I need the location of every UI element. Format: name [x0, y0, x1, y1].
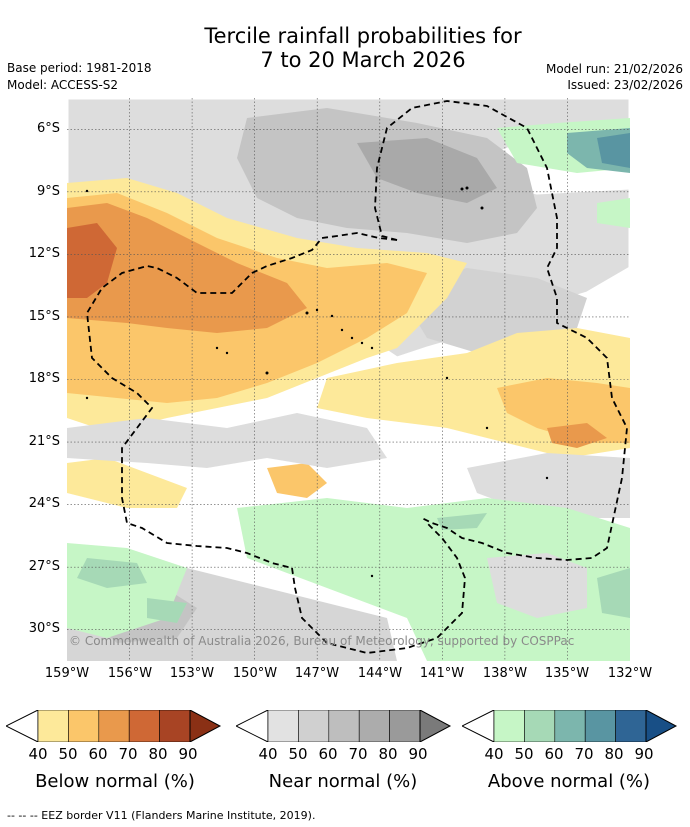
below-normal-70-region	[67, 223, 117, 298]
colorbar-above-arrow-end	[645, 710, 678, 742]
below-normal-60-region	[67, 203, 307, 333]
x-tick-label: 147°W	[294, 666, 340, 681]
y-tick-label: 12°S	[28, 246, 60, 261]
y-tick-label: 6°S	[36, 121, 60, 136]
colorbar-tick: 40	[484, 745, 504, 763]
above-normal-50-region-b	[147, 598, 187, 623]
x-tick-label: 141°W	[419, 666, 465, 681]
colorbar-below-normal	[6, 710, 222, 742]
colorbar-tick: 90	[408, 745, 428, 763]
colorbar-swatch	[328, 710, 360, 742]
colorbar-swatch	[98, 710, 130, 742]
x-tick-label: 132°W	[607, 666, 653, 681]
eez-border-south	[291, 522, 466, 654]
colorbar-near-swatches	[267, 710, 421, 742]
colorbar-swatch	[358, 710, 390, 742]
colorbar-tick: 90	[634, 745, 654, 763]
colorbar-swatch	[128, 710, 160, 742]
colorbar-tick: 90	[178, 745, 198, 763]
colorbar-above-label: Above normal (%)	[487, 771, 651, 792]
colorbar-below-swatches	[37, 710, 191, 742]
colorbar-swatch	[37, 710, 69, 742]
above-normal-region-south	[237, 498, 630, 661]
copyright-notice: © Commonwealth of Australia 2026, Bureau…	[69, 634, 575, 648]
map-grid	[67, 98, 630, 661]
colorbar-swatch	[267, 710, 299, 742]
below-normal-region-south-mid	[267, 463, 327, 498]
x-tick-label: 150°W	[232, 666, 278, 681]
above-normal-50-region-d	[597, 568, 630, 618]
colorbar-above-normal	[462, 710, 678, 742]
colorbar-below-label: Below normal (%)	[35, 771, 195, 792]
x-tick-label: 144°W	[357, 666, 403, 681]
colorbar-tick: 60	[88, 745, 108, 763]
near-normal-region-darkest	[357, 138, 497, 203]
colorbar-swatch	[159, 710, 191, 742]
eez-border-french-polynesia	[374, 100, 628, 561]
x-tick-label: 159°W	[44, 666, 90, 681]
below-normal-region-south-west	[67, 458, 187, 508]
below-normal-60-region-b	[547, 423, 607, 448]
colorbar-above-swatches	[493, 710, 647, 742]
y-tick-label: 15°S	[28, 309, 60, 324]
x-tick-label: 138°W	[482, 666, 528, 681]
colorbar-swatch	[389, 710, 421, 742]
colorbar-below-arrow-end	[189, 710, 222, 742]
x-tick-label: 153°W	[169, 666, 215, 681]
above-normal-50-region	[77, 558, 147, 588]
above-normal-70-region	[597, 133, 630, 168]
colorbar-near-label: Near normal (%)	[268, 771, 418, 792]
model-name: Model: ACCESS-S2	[7, 78, 119, 92]
near-normal-region-south-east-2	[487, 553, 587, 618]
y-tick-label: 30°S	[28, 621, 60, 636]
colorbar-swatch	[524, 710, 556, 742]
above-normal-50-region-c	[437, 513, 487, 530]
colorbar-swatch	[298, 710, 330, 742]
colorbar-tick: 50	[514, 745, 534, 763]
colorbar-tick: 60	[544, 745, 564, 763]
rainfall-probability-map	[67, 98, 630, 661]
colorbar-tick: 60	[318, 745, 338, 763]
near-normal-region-south	[67, 413, 387, 468]
y-tick-label: 27°S	[28, 559, 60, 574]
y-tick-label: 9°S	[36, 184, 60, 199]
eez-border-north	[86, 232, 398, 569]
island-markers	[85, 186, 549, 578]
colorbar-tick: 50	[58, 745, 78, 763]
eez-legend-note: -- -- -- EEZ border V11 (Flanders Marine…	[7, 809, 316, 822]
colorbar-near-normal	[236, 710, 452, 742]
colorbar-swatch	[584, 710, 616, 742]
colorbar-swatch	[615, 710, 647, 742]
y-tick-label: 18°S	[28, 371, 60, 386]
model-run: Model run: 21/02/2026	[545, 62, 683, 76]
colorbar-tick: 80	[604, 745, 624, 763]
colorbar-tick: 80	[378, 745, 398, 763]
colorbar-swatch	[68, 710, 100, 742]
y-tick-label: 24°S	[28, 496, 60, 511]
colorbar-swatch	[554, 710, 586, 742]
issued-date: Issued: 23/02/2026	[567, 78, 683, 92]
colorbar-tick: 40	[258, 745, 278, 763]
colorbar-tick: 40	[28, 745, 48, 763]
above-normal-region-east	[597, 198, 630, 228]
colorbar-near-arrow-end	[419, 710, 452, 742]
below-normal-50-region-east	[497, 378, 630, 443]
x-tick-label: 156°W	[107, 666, 153, 681]
chart-title-line1: Tercile rainfall probabilities for	[204, 24, 522, 48]
colorbar-tick: 70	[348, 745, 368, 763]
chart-title-line2: 7 to 20 March 2026	[260, 48, 466, 72]
colorbar-tick: 50	[288, 745, 308, 763]
colorbar-tick: 80	[148, 745, 168, 763]
colorbar-swatch	[493, 710, 525, 742]
x-tick-label: 135°W	[544, 666, 590, 681]
base-period: Base period: 1981-2018	[7, 61, 152, 75]
y-tick-label: 21°S	[28, 434, 60, 449]
colorbar-tick: 70	[574, 745, 594, 763]
colorbar-tick: 70	[118, 745, 138, 763]
